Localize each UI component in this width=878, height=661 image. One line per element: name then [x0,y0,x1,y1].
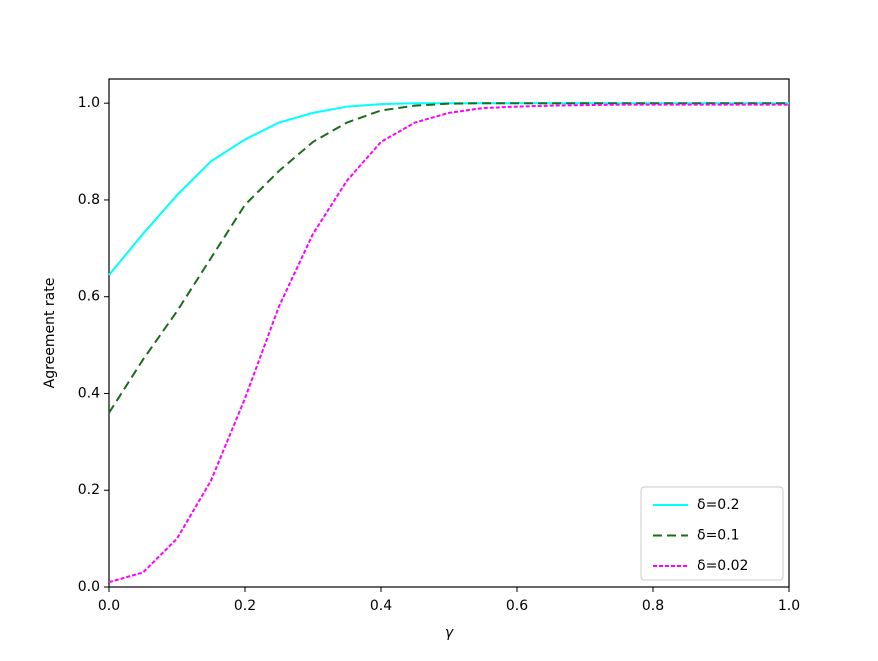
legend-box [640,486,784,581]
y-tick-label: 0.0 [78,579,100,595]
x-tick-label: 0.4 [370,598,392,614]
x-tick-label: 0.8 [642,598,664,614]
x-tick-label: 0.0 [98,598,120,614]
legend-label: δ=0.1 [697,528,740,544]
y-tick-label: 0.6 [78,289,100,305]
plot-frame [108,78,790,588]
x-axis-label: γ [445,625,454,641]
x-tick-label: 0.2 [234,598,256,614]
series-line [108,102,789,276]
y-tick-label: 0.4 [78,385,100,401]
legend-label: δ=0.02 [697,558,748,574]
y-tick-label: 0.2 [78,482,100,498]
y-axis-label: Agreement rate [42,278,58,389]
x-tick-label: 1.0 [778,598,800,614]
legend-label: δ=0.2 [697,497,740,513]
series-line [108,102,789,414]
y-tick-label: 1.0 [78,95,100,111]
series-line [108,103,789,584]
y-tick-label: 0.8 [78,192,100,208]
x-tick-label: 0.6 [506,598,528,614]
